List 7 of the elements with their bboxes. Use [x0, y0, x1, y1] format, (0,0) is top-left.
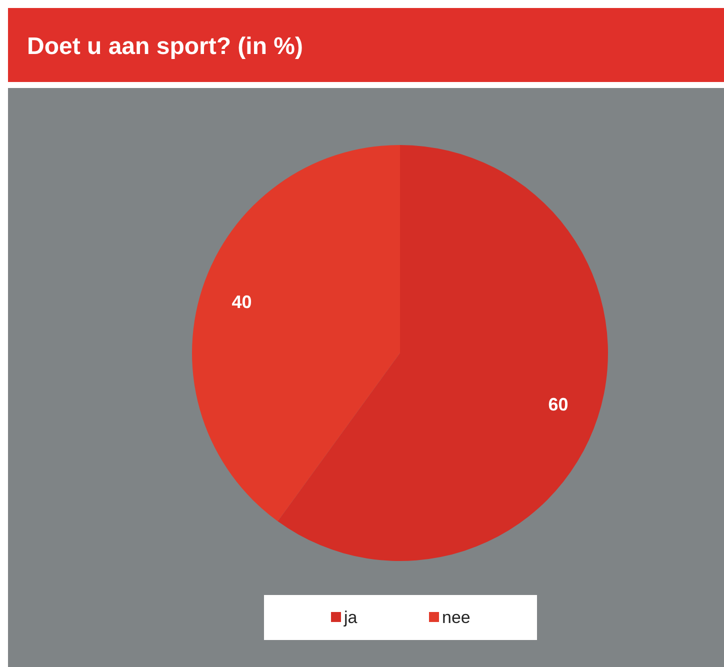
legend-label: ja: [343, 608, 358, 627]
legend-label: nee: [442, 608, 470, 627]
chart-title: Doet u aan sport? (in %): [27, 33, 303, 60]
pie-slice: [192, 145, 400, 522]
data-label: 60: [548, 394, 568, 415]
data-label: 40: [232, 292, 252, 312]
pie-slice: [278, 145, 608, 561]
